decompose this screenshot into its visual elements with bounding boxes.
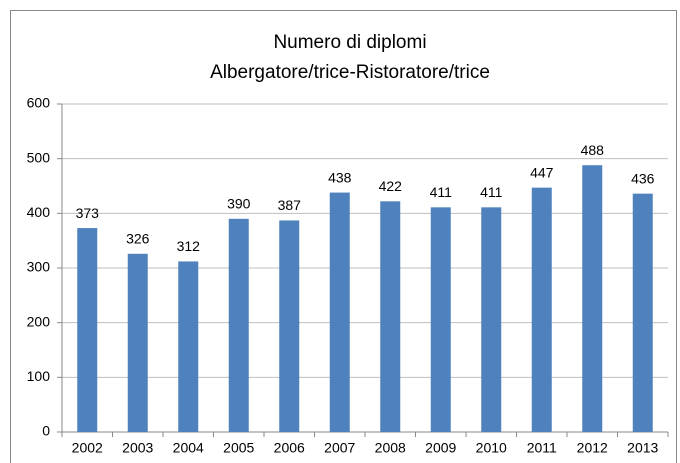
- data-label: 312: [177, 238, 201, 254]
- bar: [279, 220, 300, 432]
- bar: [632, 193, 653, 432]
- x-tick-label: 2004: [173, 440, 204, 456]
- y-tick-label: 0: [42, 423, 50, 439]
- y-tick-label: 400: [27, 204, 51, 220]
- x-tick-label: 2002: [72, 440, 103, 456]
- x-tick-label: 2007: [324, 440, 355, 456]
- bar: [380, 201, 401, 432]
- data-label: 373: [76, 205, 100, 221]
- bar: [481, 207, 502, 432]
- bar: [228, 218, 249, 432]
- x-tick-label: 2012: [577, 440, 608, 456]
- data-label: 390: [227, 196, 251, 212]
- x-tick-label: 2005: [223, 440, 254, 456]
- data-label: 436: [631, 170, 655, 186]
- y-tick-label: 600: [27, 95, 51, 111]
- data-label: 447: [530, 164, 554, 180]
- data-label: 411: [430, 184, 453, 200]
- bar: [178, 261, 199, 432]
- bar: [329, 192, 350, 432]
- data-label: 411: [480, 184, 503, 200]
- x-tick-label: 2011: [527, 440, 557, 456]
- bar: [531, 187, 552, 432]
- y-tick-label: 500: [27, 149, 51, 165]
- bar: [430, 207, 451, 432]
- bar: [77, 228, 98, 432]
- data-label: 387: [278, 197, 302, 213]
- x-tick-label: 2013: [627, 440, 658, 456]
- x-tick-label: 2003: [122, 440, 153, 456]
- x-tick-label: 2010: [476, 440, 507, 456]
- x-tick-label: 2006: [274, 440, 305, 456]
- bar: [127, 253, 148, 432]
- chart-title: Albergatore/trice-Ristoratore/trice: [210, 62, 490, 83]
- data-label: 438: [328, 169, 352, 185]
- y-tick-label: 300: [27, 259, 51, 275]
- y-tick-label: 100: [27, 368, 51, 384]
- data-label: 422: [379, 178, 403, 194]
- data-label: 326: [126, 230, 150, 246]
- chart-title: Numero di diplomi: [273, 32, 426, 53]
- x-tick-label: 2008: [375, 440, 406, 456]
- y-tick-label: 200: [27, 313, 51, 329]
- x-tick-label: 2009: [425, 440, 456, 456]
- data-label: 488: [581, 142, 605, 158]
- bar: [582, 165, 603, 432]
